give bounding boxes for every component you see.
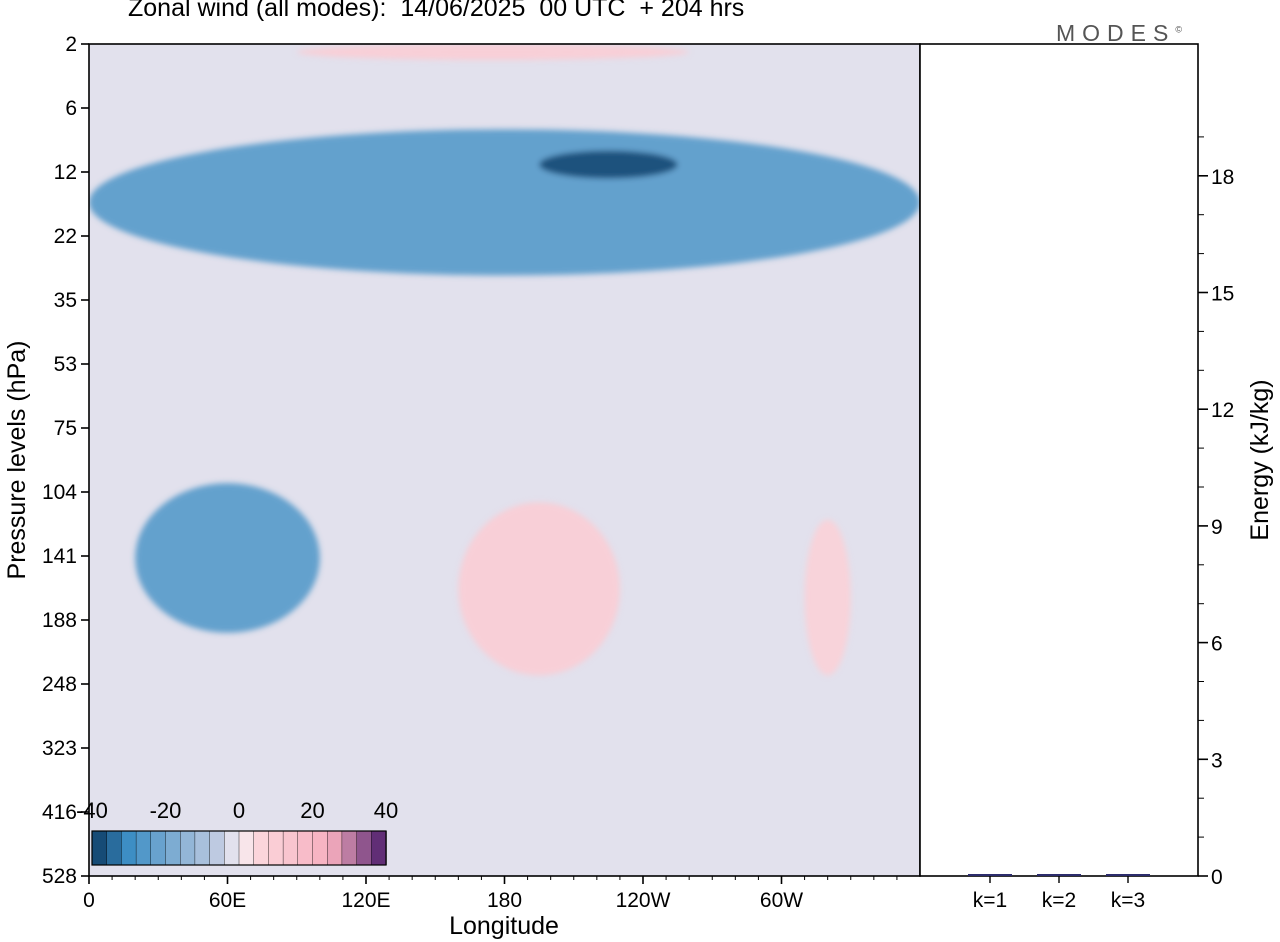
energy-tick-label: 15 <box>1211 283 1234 306</box>
modes-logo-text: MODES <box>1056 20 1176 46</box>
field-easterly-jet <box>135 483 320 633</box>
heatmap-fields <box>89 44 920 676</box>
x-axis-label: Longitude <box>449 912 559 940</box>
y-tick-label: 35 <box>54 289 77 312</box>
colorbar: -40 -20 0 20 40 <box>76 798 398 866</box>
energy-bar <box>1037 874 1081 876</box>
energy-category-label: k=3 <box>1111 889 1145 912</box>
energy-tick-label: 9 <box>1211 516 1223 539</box>
colorbar-tick-label: 0 <box>233 798 245 823</box>
energy-bar <box>968 874 1012 876</box>
field-easterly-band <box>89 129 920 276</box>
colorbar-swatch <box>253 830 270 866</box>
colorbar-swatch <box>282 830 299 866</box>
colorbar-tick-label: -20 <box>150 798 182 823</box>
y-tick-label: 248 <box>42 673 77 696</box>
colorbar-swatch <box>238 830 255 866</box>
energy-tick-label: 3 <box>1211 749 1223 772</box>
energy-category-label: k=2 <box>1042 889 1076 912</box>
colorbar-swatch <box>341 830 358 866</box>
colorbar-swatch <box>327 830 343 866</box>
colorbar-swatch <box>194 830 211 866</box>
energy-tick-label: 12 <box>1211 399 1234 422</box>
y-tick-label: 188 <box>42 609 77 632</box>
energy-axis-label: Energy (kJ/kg) <box>1246 379 1274 540</box>
energy-category-label: k=1 <box>973 889 1007 912</box>
colorbar-swatch <box>268 830 284 866</box>
heatmap-plot <box>89 44 920 876</box>
colorbar-swatch <box>91 830 108 866</box>
y-tick-label: 528 <box>42 865 77 888</box>
x-tick-label: 0 <box>83 889 95 912</box>
y-tick-label: 12 <box>54 161 77 184</box>
colorbar-tick-label: 20 <box>300 798 324 823</box>
colorbar-tick-label: 40 <box>374 798 398 823</box>
y-tick-label: 6 <box>65 97 77 120</box>
energy-bar-chart: 0 3 6 9 12 15 18 k=1 k=2 k=3 <box>968 136 1234 912</box>
energy-tick-label: 6 <box>1211 633 1223 656</box>
longitude-axis: 0 60E 120E 180 120W 60W <box>83 876 898 912</box>
colorbar-tick-label: -40 <box>76 798 108 823</box>
colorbar-swatch <box>371 830 387 866</box>
x-tick-label: 60E <box>209 889 246 912</box>
x-tick-label: 180 <box>487 889 522 912</box>
field-upper-westerlies <box>296 44 690 60</box>
x-tick-label: 60W <box>760 889 803 912</box>
pressure-axis: 2 6 12 22 35 53 75 104 141 188 248 323 416 528 <box>42 33 89 888</box>
modes-logo: MODES© <box>1056 20 1182 46</box>
colorbar-swatch <box>121 830 137 866</box>
y-tick-label: 416 <box>42 801 77 824</box>
colorbar-frame <box>91 830 387 866</box>
colorbar-swatch <box>106 830 123 866</box>
energy-panel <box>919 43 1199 877</box>
colorbar-swatch <box>356 830 373 866</box>
colorbar-swatch <box>312 830 328 866</box>
y-tick-label: 22 <box>54 225 77 248</box>
field-easterly-core <box>539 150 678 179</box>
colorbar-swatch <box>135 830 152 866</box>
chart-title: Zonal wind (all modes): 14/06/2025 00 UT… <box>128 0 745 22</box>
energy-tick-label: 18 <box>1211 166 1234 189</box>
y-tick-label: 75 <box>54 417 77 440</box>
y-axis-label: Pressure levels (hPa) <box>3 341 31 580</box>
y-tick-label: 104 <box>42 481 77 504</box>
y-tick-label: 2 <box>65 33 77 56</box>
energy-tick-label: 0 <box>1211 866 1223 889</box>
x-tick-label: 120E <box>341 889 390 912</box>
y-tick-label: 141 <box>42 545 77 568</box>
colorbar-swatch <box>209 830 226 866</box>
field-westerly-region <box>458 502 620 676</box>
colorbar-swatch <box>297 830 314 866</box>
colorbar-swatch <box>150 830 167 866</box>
colorbar-swatch <box>224 830 240 866</box>
colorbar-swatch <box>179 830 196 866</box>
colorbar-swatch <box>165 830 181 866</box>
field-westerly-patch <box>804 519 851 676</box>
energy-bar <box>1106 874 1150 876</box>
y-tick-label: 53 <box>54 353 77 376</box>
x-tick-label: 120W <box>616 889 671 912</box>
y-tick-label: 323 <box>42 737 77 760</box>
